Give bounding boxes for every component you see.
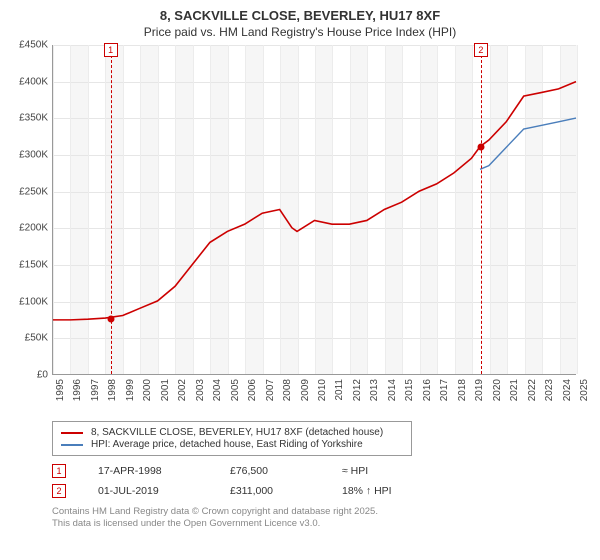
- legend-swatch: [61, 444, 83, 446]
- marker-line: [111, 45, 112, 374]
- x-tick-label: 1999: [125, 379, 136, 401]
- x-tick-label: 2003: [195, 379, 206, 401]
- x-tick-label: 2014: [387, 379, 398, 401]
- marker-table-price: £311,000: [230, 485, 310, 497]
- marker-badge: 1: [104, 43, 118, 57]
- marker-table-date: 17-APR-1998: [98, 465, 198, 477]
- x-tick-label: 2019: [474, 379, 485, 401]
- marker-table-price: £76,500: [230, 465, 310, 477]
- line-series-svg: [53, 45, 576, 374]
- x-tick-label: 1996: [72, 379, 83, 401]
- series-line: [480, 118, 576, 169]
- x-tick-label: 2025: [579, 379, 590, 401]
- footer-note: Contains HM Land Registry data © Crown c…: [52, 506, 588, 531]
- legend-box: 8, SACKVILLE CLOSE, BEVERLEY, HU17 8XF (…: [52, 421, 412, 456]
- series-line: [53, 82, 576, 320]
- chart-container: £0 £50K £100K £150K £200K £250K £300K £350K £400…: [12, 45, 588, 415]
- y-tick-label: £250K: [19, 186, 48, 197]
- x-tick-label: 2010: [317, 379, 328, 401]
- chart-subtitle: Price paid vs. HM Land Registry's House …: [0, 25, 600, 39]
- x-tick-label: 2001: [160, 379, 171, 401]
- x-tick-label: 2017: [439, 379, 450, 401]
- legend-row: 8, SACKVILLE CLOSE, BEVERLEY, HU17 8XF (…: [61, 427, 403, 438]
- y-tick-label: £150K: [19, 260, 48, 271]
- marker-table-row: 2 01-JUL-2019 £311,000 18% ↑ HPI: [52, 484, 588, 498]
- chart-title: 8, SACKVILLE CLOSE, BEVERLEY, HU17 8XF: [0, 8, 600, 23]
- plot-area: 12: [52, 45, 576, 375]
- grid-line-v: [577, 45, 578, 374]
- x-tick-label: 2006: [247, 379, 258, 401]
- x-tick-label: 2005: [230, 379, 241, 401]
- y-tick-label: £200K: [19, 223, 48, 234]
- x-tick-label: 2020: [492, 379, 503, 401]
- y-tick-label: £450K: [19, 40, 48, 51]
- x-tick-label: 2000: [142, 379, 153, 401]
- marker-table-note: ≈ HPI: [342, 465, 368, 477]
- legend-label: HPI: Average price, detached house, East…: [91, 439, 363, 450]
- x-tick-label: 2018: [457, 379, 468, 401]
- marker-table: 1 17-APR-1998 £76,500 ≈ HPI 2 01-JUL-2019 £311…: [52, 464, 588, 498]
- footer-line-1: Contains HM Land Registry data © Crown c…: [52, 506, 588, 518]
- legend-label: 8, SACKVILLE CLOSE, BEVERLEY, HU17 8XF (…: [91, 427, 383, 438]
- x-tick-label: 2023: [544, 379, 555, 401]
- y-tick-label: £0: [37, 370, 48, 381]
- legend-row: HPI: Average price, detached house, East…: [61, 439, 403, 450]
- y-axis-labels: £0£50K£100K£150K£200K£250K£300K£350K£400…: [12, 45, 50, 375]
- x-tick-label: 1997: [90, 379, 101, 401]
- marker-table-badge: 1: [52, 464, 66, 478]
- x-tick-label: 2013: [369, 379, 380, 401]
- x-tick-label: 2004: [212, 379, 223, 401]
- marker-dot: [477, 143, 484, 150]
- x-tick-label: 2011: [334, 379, 345, 401]
- legend-swatch: [61, 432, 83, 434]
- marker-badge: 2: [474, 43, 488, 57]
- x-tick-label: 2002: [177, 379, 188, 401]
- footer-line-2: This data is licensed under the Open Gov…: [52, 518, 588, 530]
- marker-table-date: 01-JUL-2019: [98, 485, 198, 497]
- marker-line: [481, 45, 482, 374]
- marker-table-badge: 2: [52, 484, 66, 498]
- x-tick-label: 2012: [352, 379, 363, 401]
- marker-table-note: 18% ↑ HPI: [342, 485, 392, 497]
- title-block: 8, SACKVILLE CLOSE, BEVERLEY, HU17 8XF P…: [0, 0, 600, 41]
- x-tick-label: 2024: [562, 379, 573, 401]
- x-tick-label: 2009: [300, 379, 311, 401]
- y-tick-label: £300K: [19, 150, 48, 161]
- x-tick-label: 2008: [282, 379, 293, 401]
- x-tick-label: 2022: [527, 379, 538, 401]
- y-tick-label: £50K: [25, 333, 48, 344]
- marker-table-row: 1 17-APR-1998 £76,500 ≈ HPI: [52, 464, 588, 478]
- x-tick-label: 1995: [55, 379, 66, 401]
- y-tick-label: £400K: [19, 76, 48, 87]
- x-tick-label: 2016: [422, 379, 433, 401]
- y-tick-label: £350K: [19, 113, 48, 124]
- x-tick-label: 2007: [265, 379, 276, 401]
- x-tick-label: 1998: [107, 379, 118, 401]
- y-tick-label: £100K: [19, 296, 48, 307]
- x-tick-label: 2021: [509, 379, 520, 401]
- x-tick-label: 2015: [404, 379, 415, 401]
- marker-dot: [107, 315, 114, 322]
- x-axis-labels: 1995 1996 1997 1998 1999 2000 2001 2002 2003 2004…: [52, 375, 576, 415]
